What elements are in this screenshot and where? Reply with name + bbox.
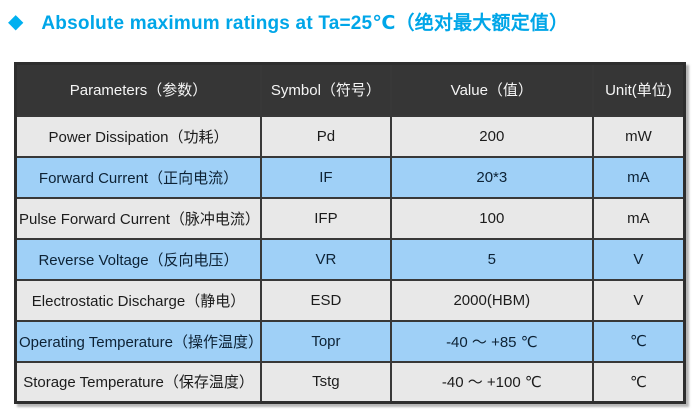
symbol-cell: Topr <box>260 319 392 363</box>
unit-cell: ℃ <box>591 360 686 404</box>
symbol-cell: Pd <box>260 114 392 158</box>
symbol-cell: ESD <box>260 278 392 322</box>
table-row: Operating Temperature（操作温度） Topr -40 ～ +… <box>14 319 686 363</box>
unit-cell: mA <box>591 155 686 199</box>
unit-cell: V <box>591 237 686 281</box>
section-title-row: ◆ Absolute maximum ratings at Ta=25℃（绝对最… <box>8 8 568 35</box>
header-value: Value（值） <box>389 62 594 117</box>
param-cell: Storage Temperature（保存温度） <box>14 360 263 404</box>
symbol-cell: VR <box>260 237 392 281</box>
value-cell: -40 ～ +100 ℃ <box>389 360 594 404</box>
header-symbol: Symbol（符号） <box>260 62 392 117</box>
header-parameters: Parameters（参数） <box>14 62 263 117</box>
param-cell: Electrostatic Discharge（静电） <box>14 278 263 322</box>
table-header: Parameters（参数） Symbol（符号） Value（值） Unit(… <box>14 62 686 117</box>
value-cell: -40 ～ +85 ℃ <box>389 319 594 363</box>
table-row: Forward Current（正向电流） IF 20*3 mA <box>14 155 686 199</box>
table-body: Power Dissipation（功耗） Pd 200 mW Forward … <box>14 114 686 404</box>
unit-cell: ℃ <box>591 319 686 363</box>
section-title: Absolute maximum ratings at Ta=25℃（绝对最大额… <box>41 13 569 34</box>
param-cell: Pulse Forward Current（脉冲电流） <box>14 196 263 240</box>
param-cell: Power Dissipation（功耗） <box>14 114 263 158</box>
header-row: Parameters（参数） Symbol（符号） Value（值） Unit(… <box>14 62 686 117</box>
symbol-cell: IF <box>260 155 392 199</box>
table-row: Power Dissipation（功耗） Pd 200 mW <box>14 114 686 158</box>
absolute-maximum-ratings-table: Parameters（参数） Symbol（符号） Value（值） Unit(… <box>14 62 686 404</box>
table-row: Reverse Voltage（反向电压） VR 5 V <box>14 237 686 281</box>
param-cell: Forward Current（正向电流） <box>14 155 263 199</box>
table-row: Pulse Forward Current（脉冲电流） IFP 100 mA <box>14 196 686 240</box>
unit-cell: V <box>591 278 686 322</box>
value-cell: 100 <box>389 196 594 240</box>
param-cell: Operating Temperature（操作温度） <box>14 319 263 363</box>
value-cell: 2000(HBM) <box>389 278 594 322</box>
value-cell: 20*3 <box>389 155 594 199</box>
symbol-cell: Tstg <box>260 360 392 404</box>
param-cell: Reverse Voltage（反向电压） <box>14 237 263 281</box>
table-row: Electrostatic Discharge（静电） ESD 2000(HBM… <box>14 278 686 322</box>
value-cell: 200 <box>389 114 594 158</box>
unit-cell: mA <box>591 196 686 240</box>
table-row: Storage Temperature（保存温度） Tstg -40 ～ +10… <box>14 360 686 404</box>
symbol-cell: IFP <box>260 196 392 240</box>
value-cell: 5 <box>389 237 594 281</box>
header-unit: Unit(单位) <box>591 62 686 117</box>
diamond-icon: ◆ <box>8 10 24 33</box>
unit-cell: mW <box>591 114 686 158</box>
